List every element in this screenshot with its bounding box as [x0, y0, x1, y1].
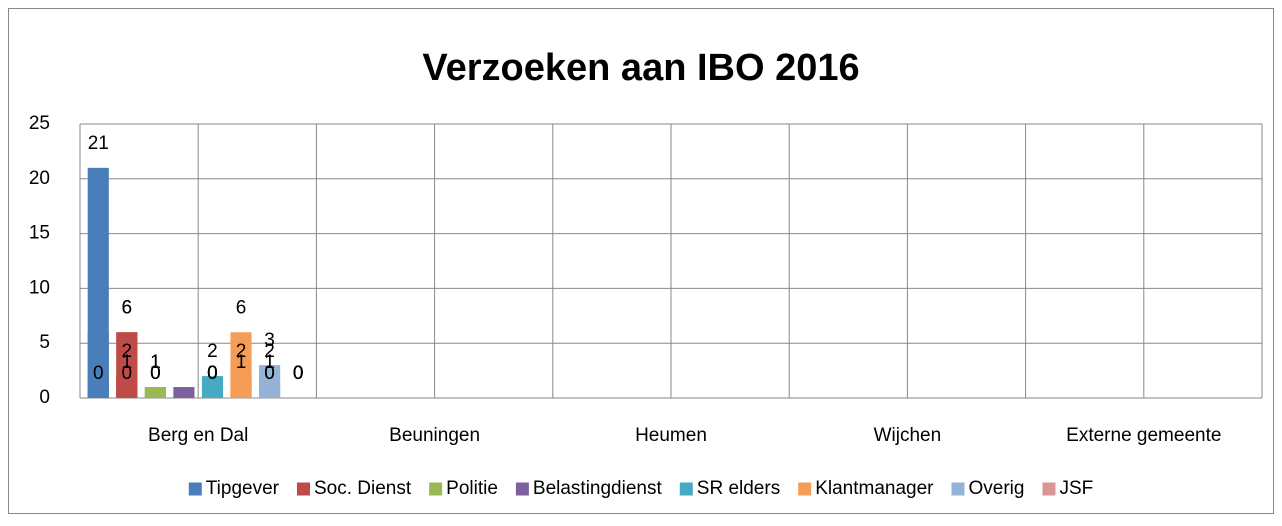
- x-tick-label: Wijchen: [874, 425, 942, 446]
- data-label: 0: [150, 363, 161, 384]
- data-label: 0: [207, 363, 218, 384]
- data-label: 0: [264, 363, 275, 384]
- data-label: 2: [264, 341, 275, 362]
- legend-label: Soc. Dienst: [314, 478, 412, 499]
- data-label: 0: [207, 363, 218, 384]
- bar: [116, 387, 138, 398]
- legend-swatch: [429, 482, 443, 496]
- legend-swatch: [1042, 482, 1056, 496]
- data-label: 0: [293, 363, 304, 384]
- legend-swatch: [188, 482, 202, 496]
- bar: [259, 387, 281, 398]
- legend-label: Klantmanager: [815, 478, 934, 499]
- bar: [201, 376, 224, 398]
- bar: [173, 387, 195, 398]
- data-label: 2: [207, 341, 218, 362]
- data-label: 0: [293, 363, 304, 384]
- legend-swatch: [679, 482, 693, 496]
- legend-label: Overig: [968, 478, 1024, 499]
- data-label: 6: [122, 297, 133, 318]
- data-label: 1: [150, 352, 161, 373]
- y-tick-label: 10: [29, 277, 50, 298]
- data-label: 0: [293, 363, 304, 384]
- data-label: 0: [207, 363, 218, 384]
- chart-border: [8, 8, 1274, 514]
- bar: [144, 387, 166, 398]
- x-tick-label: Externe gemeente: [1066, 425, 1221, 446]
- data-label: 0: [122, 363, 133, 384]
- y-tick-label: 15: [29, 223, 50, 244]
- x-tick-label: Heumen: [635, 425, 707, 446]
- legend-label: Politie: [446, 478, 498, 499]
- data-label: 1: [150, 352, 161, 373]
- data-label: 0: [150, 363, 161, 384]
- data-label: 0: [150, 363, 161, 384]
- legend-label: Tipgever: [206, 478, 280, 499]
- y-tick-label: 5: [39, 332, 50, 353]
- data-label: 6: [122, 297, 133, 318]
- data-label: 6: [236, 297, 247, 318]
- data-label: 1: [122, 352, 133, 373]
- legend-swatch: [296, 482, 310, 496]
- y-tick-label: 25: [29, 113, 50, 134]
- x-tick-label: Beuningen: [389, 425, 480, 446]
- data-label: 2: [122, 341, 133, 362]
- bar: [230, 376, 252, 398]
- legend-swatch: [515, 482, 529, 496]
- x-tick-label: Berg en Dal: [148, 425, 248, 446]
- y-tick-label: 20: [29, 168, 50, 189]
- data-label: 0: [207, 363, 218, 384]
- data-label: 3: [264, 330, 275, 351]
- data-label: 1: [236, 352, 247, 373]
- y-tick-label: 0: [39, 387, 50, 408]
- data-label: 0: [293, 363, 304, 384]
- data-label: 0: [293, 363, 304, 384]
- bar: [87, 167, 109, 398]
- legend-label: Belastingdienst: [533, 478, 663, 499]
- legend-label: JSF: [1059, 478, 1093, 499]
- data-label: 0: [264, 363, 275, 384]
- legend-label: SR elders: [697, 478, 780, 499]
- legend-swatch: [951, 482, 965, 496]
- data-label: 0: [93, 363, 104, 384]
- data-label: 2: [236, 341, 247, 362]
- data-label: 21: [88, 133, 109, 154]
- data-label: 1: [264, 352, 275, 373]
- chart-title: Verzoeken aan IBO 2016: [422, 47, 859, 89]
- legend-swatch: [798, 482, 812, 496]
